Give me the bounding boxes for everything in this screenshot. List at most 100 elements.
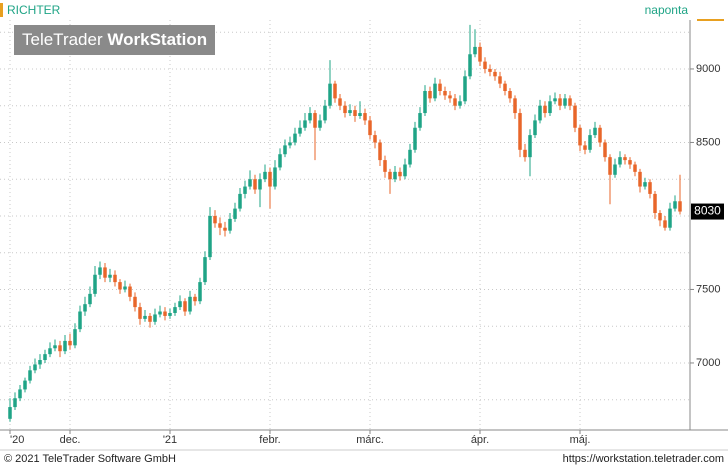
candle-body (183, 301, 187, 312)
candle-body (628, 160, 632, 165)
candle-body (673, 201, 677, 209)
candle-body (483, 61, 487, 69)
candle-body (578, 127, 582, 146)
x-tick-label: márc. (356, 434, 384, 446)
candle-body (143, 315, 147, 319)
candle-body (603, 142, 607, 158)
candle-body (148, 315, 152, 322)
candle-body (268, 171, 272, 187)
last-price-box (691, 203, 724, 220)
candle-body (508, 91, 512, 99)
candle-body (313, 113, 317, 128)
candle-body (648, 182, 652, 194)
candle-body (523, 149, 527, 158)
period-label: naponta (645, 3, 689, 17)
candle-body (393, 171, 397, 180)
candle-body (283, 145, 287, 155)
candle-body (293, 133, 297, 143)
candle-body (623, 157, 627, 161)
candle-body (538, 105, 542, 121)
candle-body (588, 135, 592, 150)
candle-body (558, 98, 562, 106)
x-tick-label: febr. (259, 434, 280, 446)
candle-body (233, 208, 237, 219)
candle-body (653, 193, 657, 214)
candle-body (633, 164, 637, 172)
candle-body (103, 267, 107, 278)
candle-body (583, 145, 587, 150)
candle-body (518, 113, 522, 150)
y-tick-label: 7000 (696, 357, 720, 369)
candle-body (638, 171, 642, 187)
candle-body (263, 171, 267, 180)
candle-body (528, 135, 532, 158)
y-tick-label: 7500 (696, 283, 720, 295)
candle-body (608, 157, 612, 175)
candle-body (613, 164, 617, 175)
candle-body (78, 311, 82, 330)
candle-body (438, 83, 442, 92)
candle-body (118, 282, 122, 290)
candle-body (68, 340, 72, 346)
candle-body (163, 311, 167, 316)
candle-body (58, 345, 62, 352)
plot-layer (0, 20, 690, 430)
candle-body (478, 46, 482, 62)
x-tick-label: dec. (60, 434, 81, 446)
candle-body (298, 127, 302, 134)
candle-body (453, 98, 457, 106)
last-price-label: 8030 (694, 204, 721, 218)
y-tick-label: 9000 (696, 63, 720, 75)
x-tick-label: '21 (163, 434, 177, 446)
candle-body (178, 301, 182, 308)
x-tick-label: ápr. (471, 434, 489, 446)
candle-body (448, 95, 452, 99)
candle-body (458, 101, 462, 106)
candle-body (643, 182, 647, 187)
candle-body (168, 312, 172, 316)
candle-body (278, 154, 282, 168)
candle-body (383, 160, 387, 172)
candle-body (188, 296, 192, 312)
candle-body (193, 296, 197, 302)
candle-body (593, 127, 597, 136)
candle-body (333, 83, 337, 99)
candle-body (308, 113, 312, 121)
candle-body (543, 105, 547, 114)
candle-body (338, 98, 342, 106)
candle-body (413, 127, 417, 150)
candle-body (678, 201, 682, 212)
candle-body (463, 76, 467, 102)
candle-body (343, 105, 347, 114)
candle-body (533, 120, 537, 136)
candle-body (203, 257, 207, 283)
candle-body (328, 83, 332, 106)
candle-body (138, 307, 142, 319)
candle-body (88, 293, 92, 305)
candle-body (288, 142, 292, 146)
candle-body (238, 193, 242, 209)
candle-body (63, 340, 67, 352)
candle-body (363, 113, 367, 121)
candle-body (153, 314, 157, 322)
candle-body (488, 68, 492, 72)
candle-body (498, 76, 502, 84)
candle-body (158, 311, 162, 315)
candle-body (573, 105, 577, 128)
candle-body (8, 407, 12, 419)
candle-body (108, 274, 112, 278)
candle-body (303, 120, 307, 128)
candle-body (663, 220, 667, 228)
candle-body (248, 179, 252, 187)
candle-body (73, 329, 77, 346)
candle-body (28, 370, 32, 381)
candle-body (98, 267, 102, 275)
candle-body (48, 348, 52, 355)
candle-body (173, 307, 177, 313)
candle-body (548, 101, 552, 114)
candle-body (223, 227, 227, 231)
candle-body (658, 213, 662, 221)
candle-body (668, 208, 672, 228)
